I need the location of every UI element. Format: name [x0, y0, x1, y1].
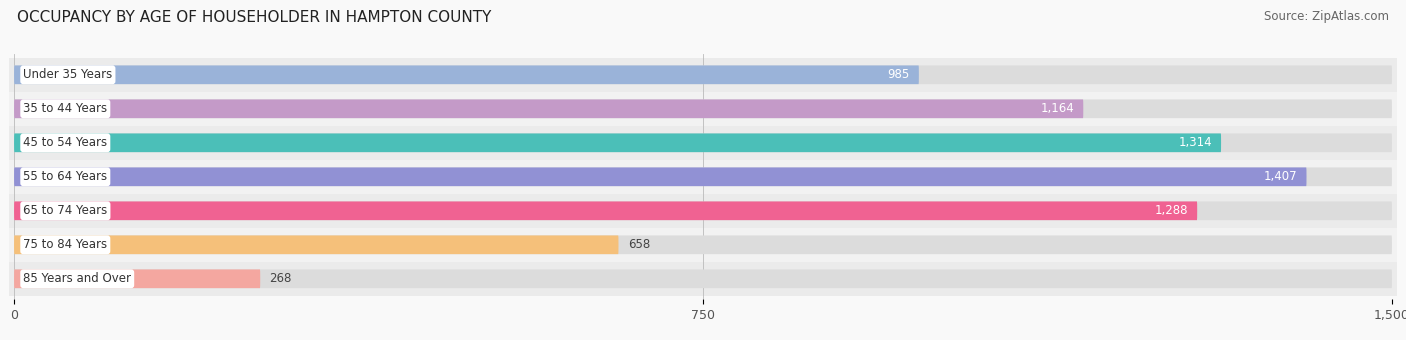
- Text: 658: 658: [627, 238, 650, 251]
- Text: 85 Years and Over: 85 Years and Over: [24, 272, 131, 285]
- Text: 268: 268: [270, 272, 292, 285]
- FancyBboxPatch shape: [14, 134, 1392, 152]
- FancyBboxPatch shape: [14, 236, 1392, 254]
- Text: 35 to 44 Years: 35 to 44 Years: [24, 102, 107, 115]
- FancyBboxPatch shape: [10, 126, 1396, 160]
- FancyBboxPatch shape: [14, 236, 619, 254]
- FancyBboxPatch shape: [14, 201, 1197, 220]
- Text: 1,407: 1,407: [1264, 170, 1298, 183]
- FancyBboxPatch shape: [14, 168, 1306, 186]
- Text: 55 to 64 Years: 55 to 64 Years: [24, 170, 107, 183]
- FancyBboxPatch shape: [10, 92, 1396, 126]
- FancyBboxPatch shape: [10, 160, 1396, 194]
- FancyBboxPatch shape: [14, 168, 1392, 186]
- Text: 985: 985: [887, 68, 910, 81]
- Text: Under 35 Years: Under 35 Years: [24, 68, 112, 81]
- Text: 1,164: 1,164: [1040, 102, 1074, 115]
- FancyBboxPatch shape: [14, 100, 1392, 118]
- Text: 65 to 74 Years: 65 to 74 Years: [24, 204, 107, 217]
- FancyBboxPatch shape: [14, 270, 1392, 288]
- FancyBboxPatch shape: [14, 66, 1392, 84]
- Text: Source: ZipAtlas.com: Source: ZipAtlas.com: [1264, 10, 1389, 23]
- FancyBboxPatch shape: [14, 270, 260, 288]
- Text: 1,314: 1,314: [1178, 136, 1212, 149]
- FancyBboxPatch shape: [10, 228, 1396, 262]
- Text: OCCUPANCY BY AGE OF HOUSEHOLDER IN HAMPTON COUNTY: OCCUPANCY BY AGE OF HOUSEHOLDER IN HAMPT…: [17, 10, 491, 25]
- FancyBboxPatch shape: [14, 66, 920, 84]
- FancyBboxPatch shape: [14, 201, 1392, 220]
- FancyBboxPatch shape: [10, 262, 1396, 296]
- Text: 45 to 54 Years: 45 to 54 Years: [24, 136, 107, 149]
- Text: 75 to 84 Years: 75 to 84 Years: [24, 238, 107, 251]
- FancyBboxPatch shape: [10, 58, 1396, 92]
- FancyBboxPatch shape: [14, 100, 1083, 118]
- Text: 1,288: 1,288: [1154, 204, 1188, 217]
- FancyBboxPatch shape: [10, 194, 1396, 228]
- FancyBboxPatch shape: [14, 134, 1220, 152]
